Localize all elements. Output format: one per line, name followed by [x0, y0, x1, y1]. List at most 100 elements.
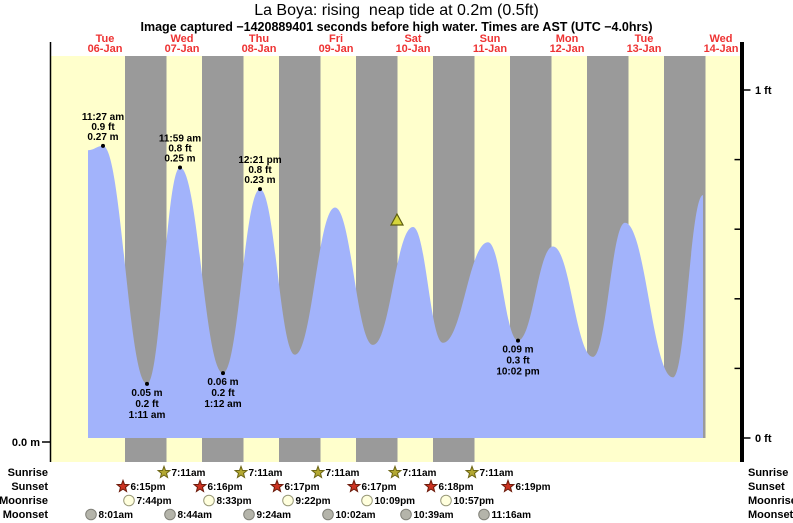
sunrise-time: 7:11am — [480, 468, 514, 479]
day-label-dow: Tue — [96, 33, 115, 45]
low-tide-dot — [516, 338, 520, 343]
high-tide-dot — [178, 165, 182, 170]
day-label-dow: Wed — [170, 33, 193, 45]
chart-subtitle: Image captured −1420889401 seconds befor… — [140, 20, 653, 34]
sunrise-star-icon — [464, 464, 480, 479]
day-label-dow: Mon — [556, 33, 579, 45]
day-label-date: 11-Jan — [473, 43, 508, 55]
day-label-date: 13-Jan — [627, 43, 662, 55]
page-title: La Boya: rising neap tide at 0.2m (0.5ft… — [254, 2, 539, 19]
moonrise-time: 9:22pm — [296, 496, 331, 507]
low-tide-annotation-line: 1:12 am — [204, 399, 241, 410]
moonset-circle-icon — [478, 508, 490, 521]
day-label-date: 10-Jan — [396, 43, 431, 55]
day-label-dow: Fri — [329, 33, 343, 45]
moonrise-time: 10:57pm — [454, 496, 495, 507]
day-label-date: 06-Jan — [88, 43, 123, 55]
sunset-time: 6:17pm — [285, 482, 320, 493]
sunrise-time: 7:11am — [403, 468, 437, 479]
low-tide-dot — [145, 381, 149, 386]
sunrise-time: 7:11am — [326, 468, 360, 479]
sunset-star-icon — [192, 478, 208, 493]
low-tide-dot — [221, 371, 225, 376]
day-label-dow: Sun — [480, 33, 501, 45]
high-tide-annotation-line: 12:21 pm — [238, 155, 281, 166]
moonset-circle-icon — [322, 508, 334, 521]
moonrise-circle-icon — [361, 494, 373, 507]
high-tide-annotation-line: 0.23 m — [244, 175, 275, 186]
sunrise-star-icon — [310, 464, 326, 479]
low-tide-annotation-line: 0.05 m — [131, 388, 162, 399]
moonset-time: 8:44am — [178, 510, 213, 521]
low-tide-annotation-line: 0.3 ft — [506, 356, 530, 367]
astro-row-label-left-moonrise: Moonrise — [0, 495, 48, 507]
low-tide-annotation-line: 1:11 am — [129, 410, 166, 421]
high-tide-annotation-line: 0.8 ft — [168, 144, 192, 155]
moonset-circle-icon — [243, 508, 255, 521]
day-label-date: 14-Jan — [704, 43, 739, 55]
day-label-date: 12-Jan — [550, 43, 585, 55]
day-label-date: 08-Jan — [242, 43, 277, 55]
high-tide-annotation-line: 11:27 am — [82, 112, 124, 123]
right-axis-tick-label: 0 ft — [755, 433, 772, 445]
sunset-star-icon — [269, 478, 285, 493]
current-time-marker-icon — [389, 212, 405, 226]
moonset-circle-icon — [164, 508, 176, 521]
high-tide-annotation-line: 0.9 ft — [91, 122, 115, 133]
sunset-star-icon — [115, 478, 131, 493]
sunset-star-icon — [500, 478, 516, 493]
sunrise-time: 7:11am — [249, 468, 283, 479]
day-label-date: 09-Jan — [319, 43, 354, 55]
moonrise-circle-icon — [203, 494, 215, 507]
sunset-time: 6:15pm — [131, 482, 166, 493]
day-label-dow: Tue — [635, 33, 654, 45]
sunrise-star-icon — [156, 464, 172, 479]
moonrise-time: 7:44pm — [137, 496, 172, 507]
high-tide-annotation-line: 0.27 m — [87, 132, 118, 143]
astro-row-label-left-sunset: Sunset — [11, 481, 48, 493]
moonset-circle-icon — [400, 508, 412, 521]
astro-row-label-right-moonrise: Moonrise — [748, 495, 793, 507]
astro-rows: Sunrise Sunrise 7:11am 7:11am 7:11am 7:11am 7:… — [0, 464, 793, 521]
astro-row-label-right-moonset: Moonset — [748, 509, 793, 521]
tide-area — [88, 145, 703, 438]
moonrise-circle-icon — [440, 494, 452, 507]
moonrise-circle-icon — [282, 494, 294, 507]
tide-annotations: 11:27 am0.9 ft0.27 m0.05 m0.2 ft1:11 am1… — [82, 112, 540, 421]
day-label-dow: Sat — [404, 33, 421, 45]
moonset-time: 8:01am — [99, 510, 134, 521]
right-axis-tick-label: 1 ft — [755, 85, 772, 97]
low-tide-annotation-line: 0.2 ft — [135, 399, 159, 410]
sunset-star-icon — [346, 478, 362, 493]
high-tide-annotation-line: 0.8 ft — [248, 165, 272, 176]
low-tide-annotation-line: 10:02 pm — [496, 367, 539, 378]
day-label-dow: Wed — [709, 33, 732, 45]
moonset-time: 10:02am — [336, 510, 376, 521]
astro-row-label-left-sunrise: Sunrise — [8, 467, 48, 479]
day-label-dow: Thu — [249, 33, 269, 45]
sunset-time: 6:18pm — [439, 482, 474, 493]
sunset-time: 6:17pm — [362, 482, 397, 493]
moonrise-time: 8:33pm — [217, 496, 252, 507]
sunset-time: 6:19pm — [516, 482, 551, 493]
day-axis: Tue06-JanWed07-JanThu08-JanFri09-JanSat1… — [88, 33, 739, 55]
sunrise-star-icon — [233, 464, 249, 479]
sunset-time: 6:16pm — [208, 482, 243, 493]
high-tide-annotation-line: 11:59 am — [159, 134, 201, 145]
day-label-date: 07-Jan — [165, 43, 200, 55]
sunrise-star-icon — [387, 464, 403, 479]
low-tide-annotation-line: 0.06 m — [207, 377, 238, 388]
low-tide-annotation-line: 0.09 m — [502, 345, 533, 356]
axis-ticks: 1 ft 0 ft 0.0 m — [12, 85, 772, 449]
high-tide-dot — [258, 187, 262, 192]
moonset-time: 11:16am — [492, 510, 532, 521]
moonrise-circle-icon — [123, 494, 135, 507]
low-tide-annotation-line: 0.2 ft — [211, 388, 235, 399]
moonset-time: 10:39am — [414, 510, 454, 521]
moonset-time: 9:24am — [257, 510, 292, 521]
sunrise-time: 7:11am — [172, 468, 206, 479]
astro-row-label-right-sunset: Sunset — [748, 481, 785, 493]
left-axis-tick-label: 0.0 m — [12, 437, 40, 449]
